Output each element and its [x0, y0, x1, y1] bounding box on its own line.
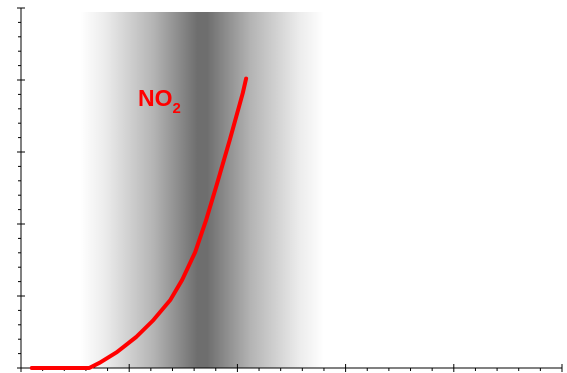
highlight-band [80, 12, 324, 368]
axes [17, 7, 563, 372]
series-label-main: NO [138, 85, 173, 111]
series-layer [29, 76, 249, 370]
y-axis-ticks [17, 7, 25, 369]
series-line-no2 [29, 76, 249, 370]
series-label-subscript: 2 [173, 100, 181, 117]
series-label-no2: NO2 [138, 85, 181, 117]
